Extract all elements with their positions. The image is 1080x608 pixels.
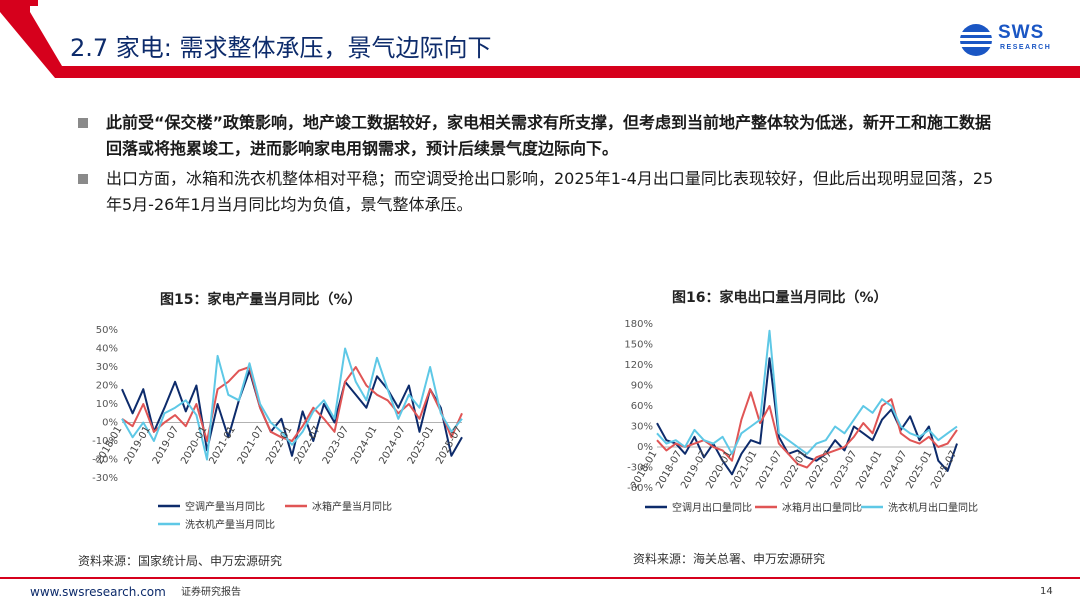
header-shape <box>0 0 1080 78</box>
bullet-text: 此前受“保交楼”政策影响，地产竣工数据较好，家电相关需求有所支撑，但考虑到当前地… <box>106 113 992 158</box>
chart15: 50%40%30%20%10%0%-10%-20%-30%2018-012019… <box>92 325 464 531</box>
y-tick-label: 0% <box>637 442 653 453</box>
bullet-item: 此前受“保交楼”政策影响，地产竣工数据较好，家电相关需求有所支撑，但考虑到当前地… <box>78 110 998 162</box>
legend-label: 冰箱产量当月同比 <box>312 500 392 513</box>
y-tick-label: 40% <box>96 344 118 355</box>
legend-label: 冰箱月出口量同比 <box>782 501 862 514</box>
series-line <box>121 366 463 442</box>
y-tick-label: 150% <box>625 340 653 351</box>
chart16-source: 资料来源：海关总署、申万宏源研究 <box>633 552 826 566</box>
bullet-item: 出口方面，冰箱和洗衣机整体相对平稳；而空调受抢出口影响，2025年1-4月出口量… <box>78 166 998 218</box>
y-tick-label: 50% <box>96 325 118 336</box>
legend-label: 空调产量当月同比 <box>185 500 265 513</box>
footer-url-link[interactable]: www.swsresearch.com <box>30 585 166 599</box>
y-tick-label: 0% <box>102 418 118 429</box>
header-banner: 2.7 家电: 需求整体承压，景气边际向下 SWS RESEARCH <box>0 0 1080 84</box>
sws-logo: SWS RESEARCH <box>958 22 1058 58</box>
bullet-list: 此前受“保交楼”政策影响，地产竣工数据较好，家电相关需求有所支撑，但考虑到当前地… <box>78 110 998 222</box>
y-tick-label: 90% <box>631 381 653 392</box>
x-tick-label: 2024-01 <box>349 425 379 467</box>
series-line <box>656 329 958 455</box>
x-tick-label: 2021-07 <box>236 425 266 467</box>
y-tick-label: 180% <box>625 319 653 330</box>
y-tick-label: -30% <box>627 463 653 474</box>
x-tick-label: 2023-07 <box>321 425 351 467</box>
y-tick-label: 10% <box>96 399 118 410</box>
y-tick-label: -60% <box>627 483 653 494</box>
y-tick-label: -30% <box>92 473 118 484</box>
series-line <box>656 357 958 476</box>
y-tick-label: 120% <box>625 360 653 371</box>
series-line <box>121 369 463 457</box>
page-number: 14 <box>1040 586 1053 597</box>
series-line <box>121 347 463 461</box>
bullet-square-icon <box>78 118 88 128</box>
legend-label: 空调月出口量同比 <box>672 501 752 514</box>
legend-label: 洗衣机月出口量同比 <box>888 501 978 514</box>
y-tick-label: 20% <box>96 381 118 392</box>
footer-divider <box>0 577 1080 579</box>
y-tick-label: 30% <box>96 362 118 373</box>
logo-text: SWS <box>998 22 1045 43</box>
chart15-source: 资料来源：国家统计局、申万宏源研究 <box>78 554 283 568</box>
footer-doc-type: 证券研究报告 <box>181 587 241 598</box>
chart16: 180%150%120%90%60%30%0%-30%-60%2018-0120… <box>625 319 978 514</box>
x-tick-label: 2025-01 <box>406 425 436 467</box>
x-tick-label: 2020-01 <box>179 425 209 467</box>
y-tick-label: 30% <box>631 422 653 433</box>
logo-subtext: RESEARCH <box>1000 44 1052 51</box>
series-line <box>656 391 958 469</box>
globe-icon <box>960 24 992 56</box>
chart15-title: 图15：家电产量当月同比（%） <box>160 292 362 308</box>
page-title: 2.7 家电: 需求整体承压，景气边际向下 <box>70 34 492 62</box>
x-tick-label: 2024-07 <box>378 425 408 467</box>
chart16-title: 图16：家电出口量当月同比（%） <box>672 290 888 306</box>
bullet-square-icon <box>78 174 88 184</box>
y-tick-label: 60% <box>631 401 653 412</box>
legend-label: 洗衣机产量当月同比 <box>185 518 275 531</box>
bullet-text: 出口方面，冰箱和洗衣机整体相对平稳；而空调受抢出口影响，2025年1-4月出口量… <box>106 169 994 214</box>
y-tick-label: -10% <box>92 436 118 447</box>
y-tick-label: -20% <box>92 455 118 466</box>
